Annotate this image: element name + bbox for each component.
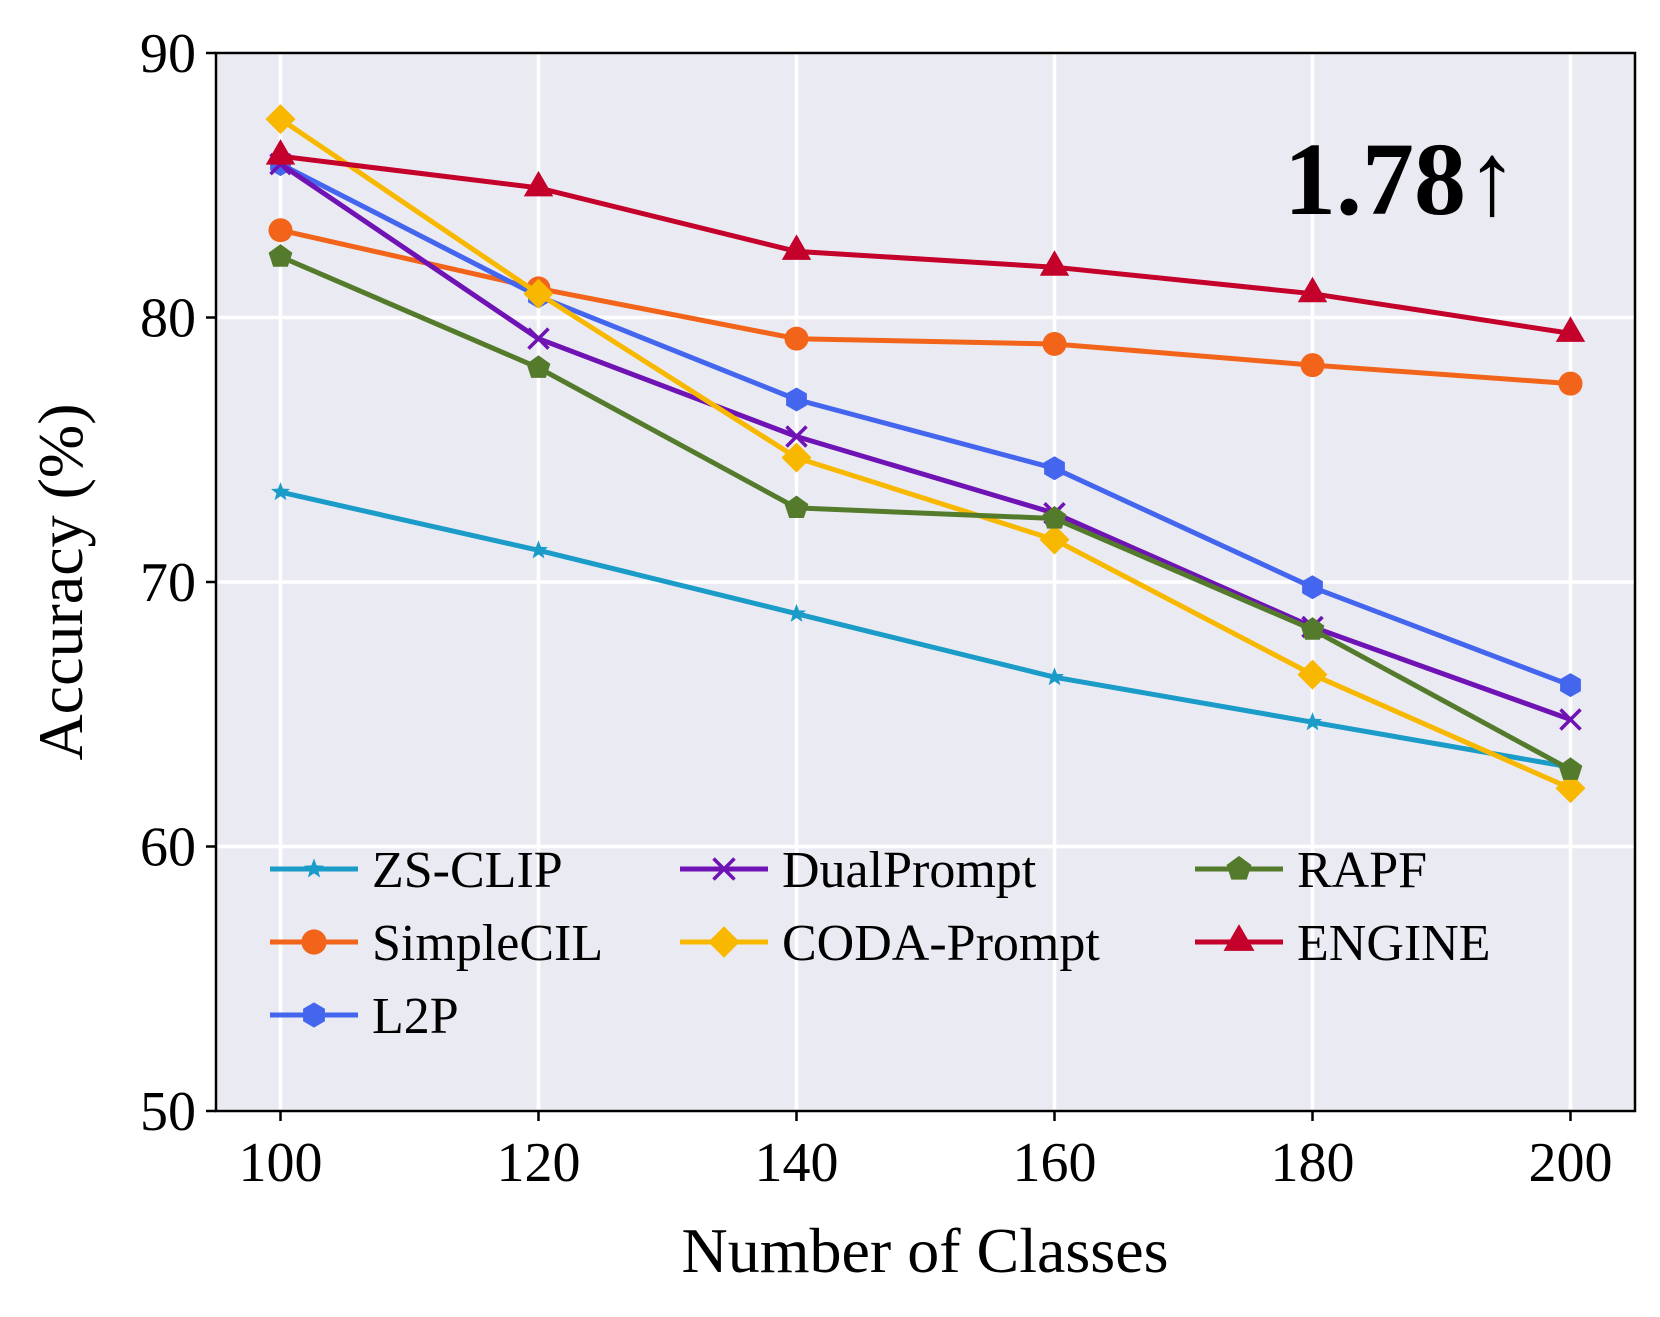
series-line-simplecil [279,227,1571,387]
data-point-dualprompt [785,425,808,448]
data-point-zs-clip [786,603,807,622]
data-point-engine [1555,316,1586,342]
y-tick-label: 90 [140,23,196,85]
legend-label: ZS-CLIP [372,842,563,899]
series-line-rapf [279,254,1572,772]
data-point-l2p [1302,575,1323,600]
data-point-rapf [1558,757,1583,780]
legend-item-rapf: RAPF [1195,842,1427,899]
y-tick-label: 60 [140,817,196,879]
y-tick-label: 50 [140,1081,196,1143]
data-point-simplecil [268,218,293,243]
legend-item-zs-clip: ZS-CLIP [270,842,563,899]
data-point-rapf [268,244,293,267]
series-rapf [268,244,1583,780]
x-tick-label: 120 [497,1132,581,1194]
legend-label: L2P [372,988,459,1045]
x-tick-label: 200 [1529,1132,1613,1194]
data-point-rapf [526,355,551,378]
data-point-coda-prompt [265,104,296,135]
x-tick-label: 180 [1271,1132,1355,1194]
legend-marker [712,857,736,881]
legend: ZS-CLIP SimpleCIL L2P DualPrompt CODA-Prompt… [270,842,1491,1045]
legend-item-coda-prompt: CODA-Prompt [680,915,1100,972]
series-layer [265,104,1586,804]
series-coda-prompt [265,104,1586,804]
legend-item-simplecil: SimpleCIL [270,915,603,972]
y-tick-label: 80 [140,288,196,350]
legend-label: SimpleCIL [372,915,603,972]
legend-marker [304,858,324,878]
data-point-zs-clip [1302,712,1323,731]
data-point-l2p [1560,673,1581,698]
data-point-engine [523,170,554,197]
data-point-simplecil [1300,353,1325,378]
x-tick-label: 140 [755,1132,839,1194]
x-tick-label: 160 [1013,1132,1097,1194]
ticks: 100 120 140 160 180 200 50 60 70 80 90 [140,23,1613,1194]
data-point-simplecil [784,326,809,351]
data-point-coda-prompt [523,278,554,309]
series-line-zs-clip [279,489,1571,770]
data-point-rapf [1300,617,1325,640]
series-engine [265,139,1586,342]
data-point-coda-prompt [1039,524,1070,555]
legend-marker [303,1002,325,1028]
data-point-coda-prompt [1555,773,1586,804]
data-point-dualprompt [1559,708,1582,731]
data-point-l2p [786,387,807,412]
legend-item-l2p: L2P [270,988,459,1045]
series-line-engine [280,153,1571,336]
legend-label: RAPF [1297,842,1427,899]
data-point-coda-prompt [781,442,812,473]
series-line-coda-prompt [279,117,1572,791]
data-point-rapf [1042,506,1067,529]
data-point-simplecil [1558,371,1583,396]
data-point-rapf [784,495,809,519]
legend-marker [708,926,740,958]
data-point-engine [265,139,296,165]
data-point-zs-clip [270,482,291,501]
legend-marker [1223,924,1255,951]
legend-marker [301,929,327,955]
legend-item-engine: ENGINE [1195,915,1491,972]
legend-item-dualprompt: DualPrompt [680,842,1037,899]
series-line-dualprompt [279,162,1572,722]
y-axis-title: Accuracy (%) [25,403,96,760]
data-point-dualprompt [527,327,550,350]
data-point-engine [1039,250,1070,276]
data-point-engine [781,234,812,260]
legend-label: CODA-Prompt [782,915,1100,972]
series-line-l2p [279,161,1572,688]
legend-label: DualPrompt [782,842,1037,899]
data-point-coda-prompt [1297,659,1328,690]
legend-marker [1226,855,1252,880]
data-point-l2p [1044,456,1065,481]
data-point-engine [1297,276,1328,303]
y-tick-label: 70 [140,552,196,614]
series-simplecil [268,218,1583,396]
legend-label: ENGINE [1297,915,1491,972]
data-point-zs-clip [1044,667,1065,686]
x-tick-label: 100 [239,1132,323,1194]
improvement-annotation: 1.78↑ [1284,122,1518,237]
data-point-zs-clip [528,540,549,559]
x-axis-title: Number of Classes [681,1215,1168,1286]
data-point-simplecil [1042,331,1067,356]
